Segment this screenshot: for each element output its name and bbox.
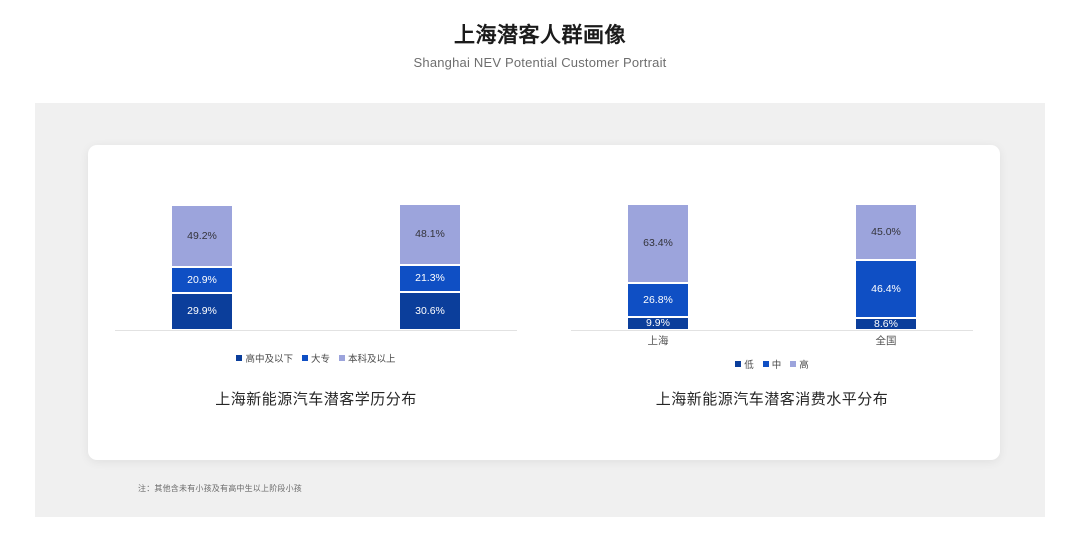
bar-segment-low[interactable]: 9.9% bbox=[627, 317, 689, 330]
chart-baseline bbox=[571, 330, 973, 331]
chart-education-axis-labels bbox=[88, 333, 544, 349]
stacked-bar: 49.2% 20.9% 29.9% bbox=[171, 205, 233, 330]
legend-swatch-icon bbox=[790, 361, 797, 367]
axis-label-national: 全国 bbox=[875, 335, 897, 347]
chart-consumption-axis-labels: 上海 全国 bbox=[544, 333, 1000, 349]
bar-segment-mid[interactable]: 26.8% bbox=[627, 283, 689, 317]
bar-segment-high[interactable]: 48.1% bbox=[399, 204, 461, 265]
legend-item-mid[interactable]: 中 bbox=[762, 357, 782, 371]
legend-item-high[interactable]: 高 bbox=[790, 357, 809, 371]
legend-swatch-icon bbox=[339, 355, 345, 361]
legend-swatch-icon bbox=[236, 355, 243, 361]
chart-education-caption: 上海新能源汽车潜客学历分布 bbox=[215, 391, 417, 408]
page-header: 上海潜客人群画像 Shanghai NEV Potential Customer… bbox=[0, 0, 1080, 70]
chart-baseline bbox=[115, 330, 517, 331]
bar-segment-low[interactable]: 29.9% bbox=[171, 293, 233, 330]
legend-item-mid[interactable]: 大专 bbox=[301, 351, 330, 365]
charts-card: 49.2% 20.9% 29.9% 48.1% 21.3% 30.6% bbox=[88, 145, 1000, 493]
bar-segment-mid[interactable]: 21.3% bbox=[399, 265, 461, 292]
chart-education-legend: 高中及以下 大专 本科及以上 bbox=[88, 351, 544, 365]
bar-segment-high[interactable]: 49.2% bbox=[171, 205, 233, 267]
chart-education-plot: 49.2% 20.9% 29.9% 48.1% 21.3% 30.6% bbox=[88, 159, 544, 331]
footnote: 注：其他含未有小孩及有高中生以上阶段小孩 bbox=[138, 484, 302, 493]
bar-segment-mid[interactable]: 20.9% bbox=[171, 267, 233, 293]
bar-segment-high[interactable]: 45.0% bbox=[855, 204, 917, 260]
legend-item-low[interactable]: 高中及以下 bbox=[236, 351, 293, 365]
bar-segment-mid[interactable]: 46.4% bbox=[855, 260, 917, 318]
legend-label: 高 bbox=[799, 360, 809, 371]
stacked-bar: 63.4% 26.8% 9.9% bbox=[627, 204, 689, 330]
bar-segment-high[interactable]: 63.4% bbox=[627, 204, 689, 283]
bar-column: 45.0% 46.4% 8.6% bbox=[855, 204, 917, 330]
legend-label: 高中及以下 bbox=[245, 354, 293, 365]
legend-item-high[interactable]: 本科及以上 bbox=[339, 351, 396, 365]
legend-swatch-icon bbox=[762, 361, 769, 367]
chart-consumption: 63.4% 26.8% 9.9% 45.0% 46.4% 8.6% bbox=[544, 145, 1000, 460]
bar-segment-low[interactable]: 8.6% bbox=[855, 318, 917, 330]
legend-label: 大专 bbox=[310, 354, 330, 365]
chart-consumption-plot: 63.4% 26.8% 9.9% 45.0% 46.4% 8.6% bbox=[544, 159, 1000, 331]
charts-row: 49.2% 20.9% 29.9% 48.1% 21.3% 30.6% bbox=[88, 145, 1000, 460]
chart-consumption-legend: 低 中 高 bbox=[544, 357, 1000, 371]
bar-column: 49.2% 20.9% 29.9% bbox=[171, 205, 233, 330]
legend-label: 中 bbox=[771, 360, 782, 371]
page-subtitle: Shanghai NEV Potential Customer Portrait bbox=[413, 55, 667, 71]
chart-consumption-bars: 63.4% 26.8% 9.9% 45.0% 46.4% 8.6% bbox=[544, 159, 1000, 330]
bar-segment-low[interactable]: 30.6% bbox=[399, 292, 461, 330]
legend-label: 低 bbox=[744, 360, 754, 371]
chart-education: 49.2% 20.9% 29.9% 48.1% 21.3% 30.6% bbox=[88, 145, 544, 460]
page-title: 上海潜客人群画像 bbox=[454, 24, 626, 47]
axis-label-shanghai: 上海 bbox=[647, 335, 669, 347]
content-panel: 49.2% 20.9% 29.9% 48.1% 21.3% 30.6% bbox=[35, 103, 1045, 517]
legend-swatch-icon bbox=[735, 361, 742, 367]
legend-item-low[interactable]: 低 bbox=[735, 357, 754, 371]
chart-education-bars: 49.2% 20.9% 29.9% 48.1% 21.3% 30.6% bbox=[88, 159, 544, 330]
bar-column: 48.1% 21.3% 30.6% bbox=[399, 204, 461, 330]
legend-swatch-icon bbox=[301, 355, 308, 361]
legend-label: 本科及以上 bbox=[348, 354, 396, 365]
stacked-bar: 45.0% 46.4% 8.6% bbox=[855, 204, 917, 330]
chart-consumption-caption: 上海新能源汽车潜客消费水平分布 bbox=[655, 391, 889, 408]
bar-column: 63.4% 26.8% 9.9% bbox=[627, 204, 689, 330]
stacked-bar: 48.1% 21.3% 30.6% bbox=[399, 204, 461, 330]
